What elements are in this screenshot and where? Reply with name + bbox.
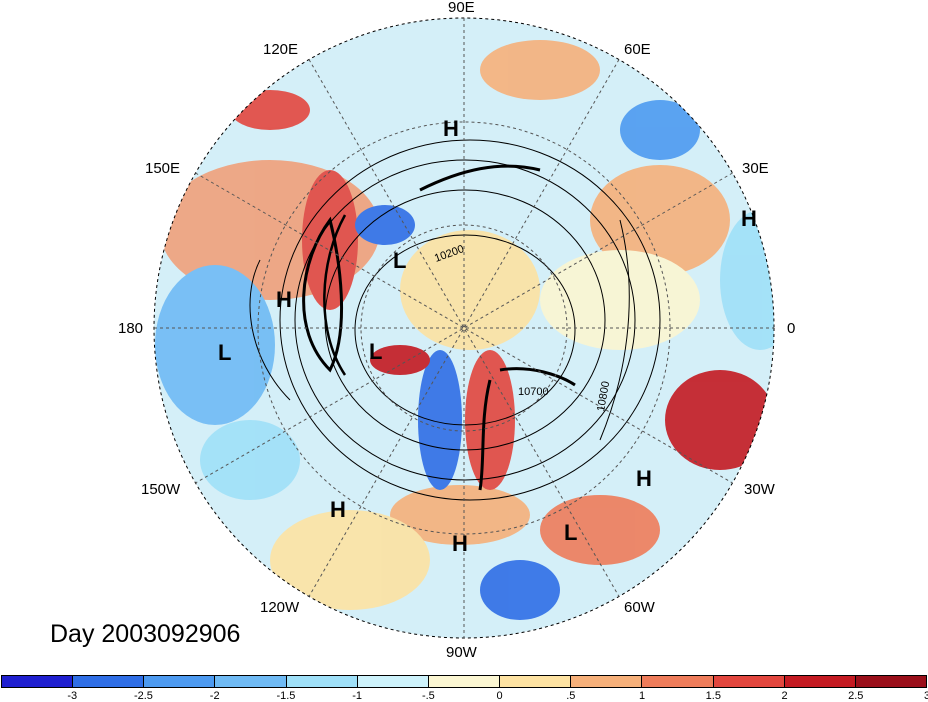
colorbar-swatch bbox=[357, 676, 429, 687]
high-center: H bbox=[276, 287, 292, 312]
colorbar-tick-label: 0 bbox=[496, 690, 503, 702]
colorbar-tick-label: -.5 bbox=[421, 690, 435, 702]
colorbar-tick-label: .5 bbox=[566, 690, 576, 702]
graticule bbox=[153, 17, 775, 639]
colorbar-swatch bbox=[713, 676, 785, 687]
high-center: H bbox=[330, 497, 346, 522]
low-center: L bbox=[564, 520, 578, 545]
colorbar-tick-label: -2 bbox=[209, 690, 220, 702]
lon-label-150e: 150E bbox=[145, 160, 181, 177]
colorbar-tick-label: -3 bbox=[67, 690, 78, 702]
colorbar-tick-label: 1.5 bbox=[705, 690, 721, 702]
colorbar-swatch bbox=[286, 676, 358, 687]
lon-label-150w: 150W bbox=[141, 481, 181, 498]
anomaly-field bbox=[155, 40, 774, 620]
lon-label-120w: 120W bbox=[260, 599, 300, 616]
lon-label-120e: 120E bbox=[263, 41, 299, 58]
colorbar-tick-label: 2 bbox=[781, 690, 788, 702]
lon-label-90e: 90E bbox=[448, 0, 475, 16]
lon-label-180: 180 bbox=[118, 320, 144, 337]
lon-label-90w: 90W bbox=[446, 644, 477, 661]
colorbar-tick-label: -1.5 bbox=[276, 690, 296, 702]
colorbar-swatch bbox=[500, 676, 572, 687]
low-center: L bbox=[218, 340, 232, 365]
height-contours bbox=[249, 139, 661, 501]
lon-label-30w: 30W bbox=[744, 481, 775, 498]
colorbar-swatch bbox=[215, 676, 287, 687]
colorbar-tick-label: 2.5 bbox=[848, 690, 864, 702]
colorbar-tick-label: 3 bbox=[923, 690, 928, 702]
colorbar-tick-label: 1 bbox=[639, 690, 646, 702]
colorbar-swatch bbox=[571, 676, 643, 687]
lon-label-30e: 30E bbox=[742, 160, 769, 177]
low-center: L bbox=[393, 248, 407, 273]
high-center: H bbox=[452, 531, 468, 556]
colorbar-swatch bbox=[2, 676, 74, 687]
low-center: L bbox=[369, 339, 383, 364]
colorbar-swatch bbox=[855, 676, 927, 687]
lon-label-60e: 60E bbox=[624, 41, 651, 58]
colorbar bbox=[1, 675, 927, 688]
high-center: H bbox=[636, 466, 652, 491]
colorbar-tick-label: -2.5 bbox=[133, 690, 153, 702]
high-center: H bbox=[443, 116, 459, 141]
colorbar-swatch bbox=[642, 676, 714, 687]
map-title: Day 2003092906 bbox=[50, 620, 241, 648]
colorbar-swatch bbox=[73, 676, 145, 687]
lon-label-0: 0 bbox=[787, 320, 796, 337]
contour-label-10800: 10800 bbox=[595, 380, 612, 412]
high-center: H bbox=[741, 206, 757, 231]
lon-label-60w: 60W bbox=[624, 599, 655, 616]
colorbar-swatch bbox=[428, 676, 501, 687]
colorbar-swatch bbox=[784, 676, 856, 687]
colorbar-swatch bbox=[144, 676, 216, 687]
contour-label-10700: 10700 bbox=[518, 386, 549, 398]
colorbar-tick-label: -1 bbox=[352, 690, 363, 702]
